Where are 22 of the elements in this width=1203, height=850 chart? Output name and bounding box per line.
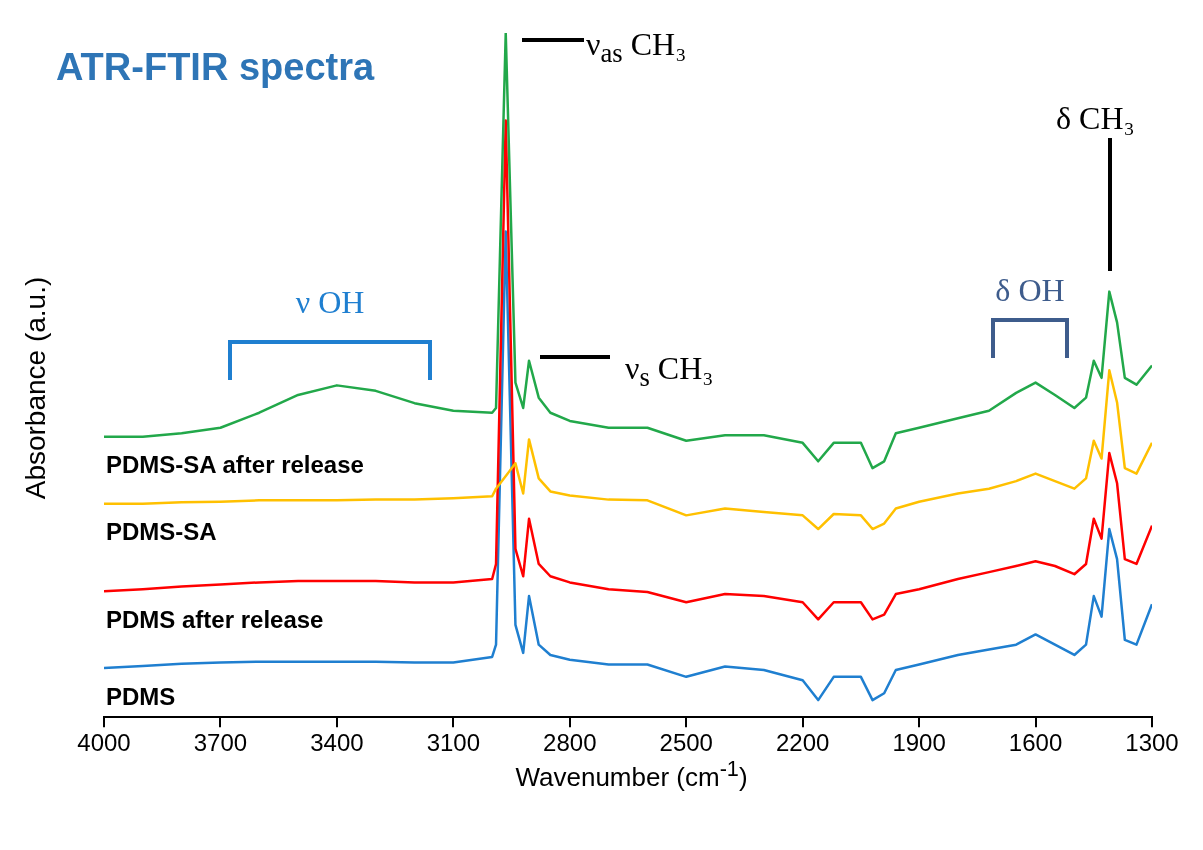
x-tick-label: 1900 — [892, 729, 946, 757]
series-label: PDMS after release — [106, 605, 324, 633]
annotation: δ OH — [995, 272, 1065, 308]
series-label: PDMS — [106, 682, 176, 710]
annotation: ν$_{s}$ CH₃ — [625, 350, 714, 393]
annotation: δ CH₃ — [1056, 100, 1135, 136]
annotation: ν OH — [295, 284, 365, 320]
x-tick-label: 2500 — [659, 729, 713, 757]
x-tick-label: 3700 — [193, 729, 248, 757]
x-axis-title: Wavenumber (cm$^{-1}$) — [514, 756, 749, 793]
x-tick-label: 1600 — [1008, 729, 1063, 757]
y-axis-title: Absorbance (a.u.) — [20, 276, 52, 500]
x-tick-label: 4000 — [77, 729, 131, 757]
x-tick-label: 2200 — [775, 729, 830, 757]
series-label: PDMS-SA after release — [106, 451, 364, 479]
x-tick-label: 1300 — [1125, 729, 1179, 757]
annotation: ν$_{as}$ CH₃ — [586, 26, 687, 69]
series-label: PDMS-SA — [106, 518, 217, 546]
chart-title: ATR-FTIR spectra — [56, 46, 375, 89]
x-tick-label: 2800 — [543, 729, 597, 757]
x-tick-label: 3100 — [426, 729, 481, 757]
x-tick-label: 3400 — [310, 729, 364, 757]
